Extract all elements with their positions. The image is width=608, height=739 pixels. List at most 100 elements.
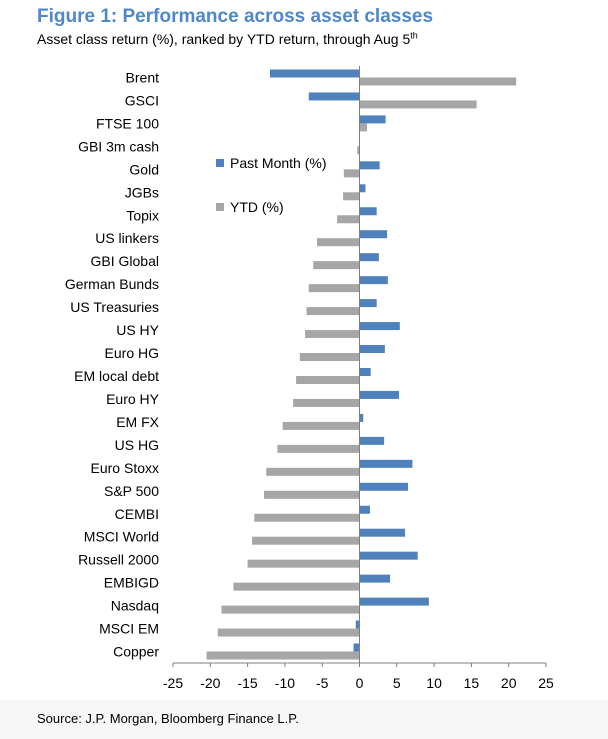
bar-ytd-german-bunds bbox=[308, 284, 360, 293]
bar-ytd-euro-hg bbox=[299, 353, 360, 362]
category-label-jgbs: JGBs bbox=[125, 184, 159, 200]
category-label-embigd: EMBIGD bbox=[104, 575, 159, 591]
bar-ytd-euro-hy bbox=[293, 398, 360, 407]
bar-ytd-topix bbox=[337, 215, 360, 224]
x-tick-label: -10 bbox=[275, 675, 295, 691]
bar-past-month-euro-hy bbox=[359, 390, 400, 399]
legend-swatch-ytd bbox=[216, 203, 224, 211]
bar-ytd-cembi bbox=[254, 513, 360, 522]
bar-past-month-us-linkers bbox=[359, 230, 388, 239]
category-label-russell-2000: Russell 2000 bbox=[78, 552, 159, 568]
legend-label-past-month: Past Month (%) bbox=[230, 155, 326, 171]
bar-ytd-jgbs bbox=[343, 192, 360, 201]
bar-past-month-nasdaq bbox=[359, 597, 429, 606]
bar-past-month-msci-em bbox=[355, 620, 360, 629]
category-label-msci-world: MSCI World bbox=[84, 529, 159, 545]
bar-ytd-em-fx bbox=[282, 421, 360, 430]
legend: Past Month (%) YTD (%) bbox=[216, 155, 326, 215]
category-label-gbi-global: GBI Global bbox=[91, 253, 159, 269]
bar-ytd-gsci bbox=[359, 100, 477, 109]
bar-ytd-russell-2000 bbox=[247, 559, 360, 568]
category-label-us-treasuries: US Treasuries bbox=[70, 299, 159, 315]
past-month-series bbox=[269, 69, 429, 652]
category-label-us-linkers: US linkers bbox=[95, 230, 159, 246]
bar-ytd-nasdaq bbox=[221, 605, 360, 614]
category-label-german-bunds: German Bunds bbox=[65, 276, 159, 292]
figure-title: Figure 1: Performance across asset class… bbox=[37, 6, 434, 27]
category-labels: Brent GSCI FTSE 100 GBI 3m cash Gold JGBs Topi… bbox=[65, 69, 160, 659]
bar-chart: Brent GSCI FTSE 100 GBI 3m cash Gold JGBs Topi… bbox=[65, 66, 554, 691]
category-label-em-fx: EM FX bbox=[116, 414, 159, 430]
bar-past-month-gsci bbox=[308, 92, 360, 101]
bar-past-month-cembi bbox=[359, 505, 370, 514]
bar-ytd-em-local-debt bbox=[296, 375, 360, 384]
x-tick-label: 10 bbox=[426, 675, 442, 691]
x-tick-label: -15 bbox=[237, 675, 257, 691]
bar-ytd-brent bbox=[359, 77, 517, 86]
bar-past-month-euro-hg bbox=[359, 345, 385, 354]
bar-past-month-russell-2000 bbox=[359, 551, 418, 560]
x-axis-ticks: -25 -20 -15 -10 -5 0 5 10 15 20 25 bbox=[163, 663, 554, 691]
bar-ytd-us-linkers bbox=[316, 238, 360, 247]
category-label-gbi-3m-cash: GBI 3m cash bbox=[78, 138, 159, 154]
bar-ytd-msci-em bbox=[217, 628, 360, 637]
category-label-euro-stoxx: Euro Stoxx bbox=[91, 460, 159, 476]
bar-past-month-copper bbox=[353, 643, 360, 652]
legend-swatch-past-month bbox=[216, 159, 224, 167]
bar-past-month-euro-stoxx bbox=[359, 459, 413, 468]
subtitle-text: Asset class return (%), ranked by YTD re… bbox=[37, 31, 411, 47]
category-label-em-local-debt: EM local debt bbox=[74, 368, 159, 384]
bar-past-month-jgbs bbox=[359, 184, 366, 193]
legend-label-ytd: YTD (%) bbox=[230, 199, 284, 215]
x-tick-label: 5 bbox=[393, 675, 401, 691]
bar-ytd-gold bbox=[343, 169, 360, 178]
bar-past-month-msci-world bbox=[359, 528, 406, 537]
x-tick-label: 15 bbox=[464, 675, 480, 691]
category-label-gsci: GSCI bbox=[125, 92, 159, 108]
bar-ytd-ftse-100 bbox=[359, 123, 367, 132]
bar-past-month-us-treasuries bbox=[359, 299, 377, 308]
category-label-topix: Topix bbox=[126, 207, 159, 223]
ytd-series bbox=[206, 77, 517, 660]
x-tick-label: -25 bbox=[163, 675, 183, 691]
source-note: Source: J.P. Morgan, Bloomberg Finance L… bbox=[37, 711, 299, 726]
bar-past-month-gbi-global bbox=[359, 253, 379, 262]
bar-past-month-us-hy bbox=[359, 322, 400, 331]
x-tick-label: -5 bbox=[316, 675, 329, 691]
category-label-us-hy: US HY bbox=[116, 322, 159, 338]
bar-ytd-embigd bbox=[233, 582, 360, 591]
x-tick-label: -20 bbox=[200, 675, 220, 691]
bar-ytd-sandp-500 bbox=[264, 490, 360, 499]
bar-ytd-us-treasuries bbox=[306, 307, 360, 316]
category-label-euro-hg: Euro HG bbox=[105, 345, 159, 361]
bar-past-month-brent bbox=[269, 69, 360, 78]
category-label-brent: Brent bbox=[126, 69, 160, 85]
category-label-nasdaq: Nasdaq bbox=[111, 598, 159, 614]
bar-past-month-german-bunds bbox=[359, 276, 388, 285]
bar-past-month-sandp-500 bbox=[359, 482, 408, 491]
bar-ytd-gbi-global bbox=[313, 261, 360, 270]
bar-ytd-us-hg bbox=[277, 444, 360, 453]
category-label-cembi: CEMBI bbox=[115, 506, 159, 522]
category-label-ftse-100: FTSE 100 bbox=[96, 115, 159, 131]
bar-past-month-em-fx bbox=[359, 413, 364, 422]
bar-ytd-us-hy bbox=[305, 330, 360, 339]
bar-past-month-em-local-debt bbox=[359, 367, 371, 376]
x-tick-label: 0 bbox=[356, 675, 364, 691]
x-tick-label: 20 bbox=[501, 675, 517, 691]
bar-past-month-gold bbox=[359, 161, 380, 170]
bar-ytd-copper bbox=[206, 651, 360, 660]
figure-subtitle: Asset class return (%), ranked by YTD re… bbox=[37, 31, 418, 47]
x-tick-label: 25 bbox=[538, 675, 554, 691]
bar-ytd-msci-world bbox=[252, 536, 360, 545]
bar-past-month-embigd bbox=[359, 574, 391, 583]
subtitle-superscript: th bbox=[410, 30, 418, 41]
footer-band bbox=[0, 700, 608, 739]
category-label-euro-hy: Euro HY bbox=[106, 391, 160, 407]
category-label-copper: Copper bbox=[113, 644, 159, 660]
category-label-sandp-500: S&P 500 bbox=[104, 483, 159, 499]
category-label-us-hg: US HG bbox=[115, 437, 159, 453]
bar-ytd-gbi-3m-cash bbox=[357, 146, 360, 155]
category-label-msci-em: MSCI EM bbox=[99, 621, 159, 637]
category-label-gold: Gold bbox=[129, 161, 159, 177]
